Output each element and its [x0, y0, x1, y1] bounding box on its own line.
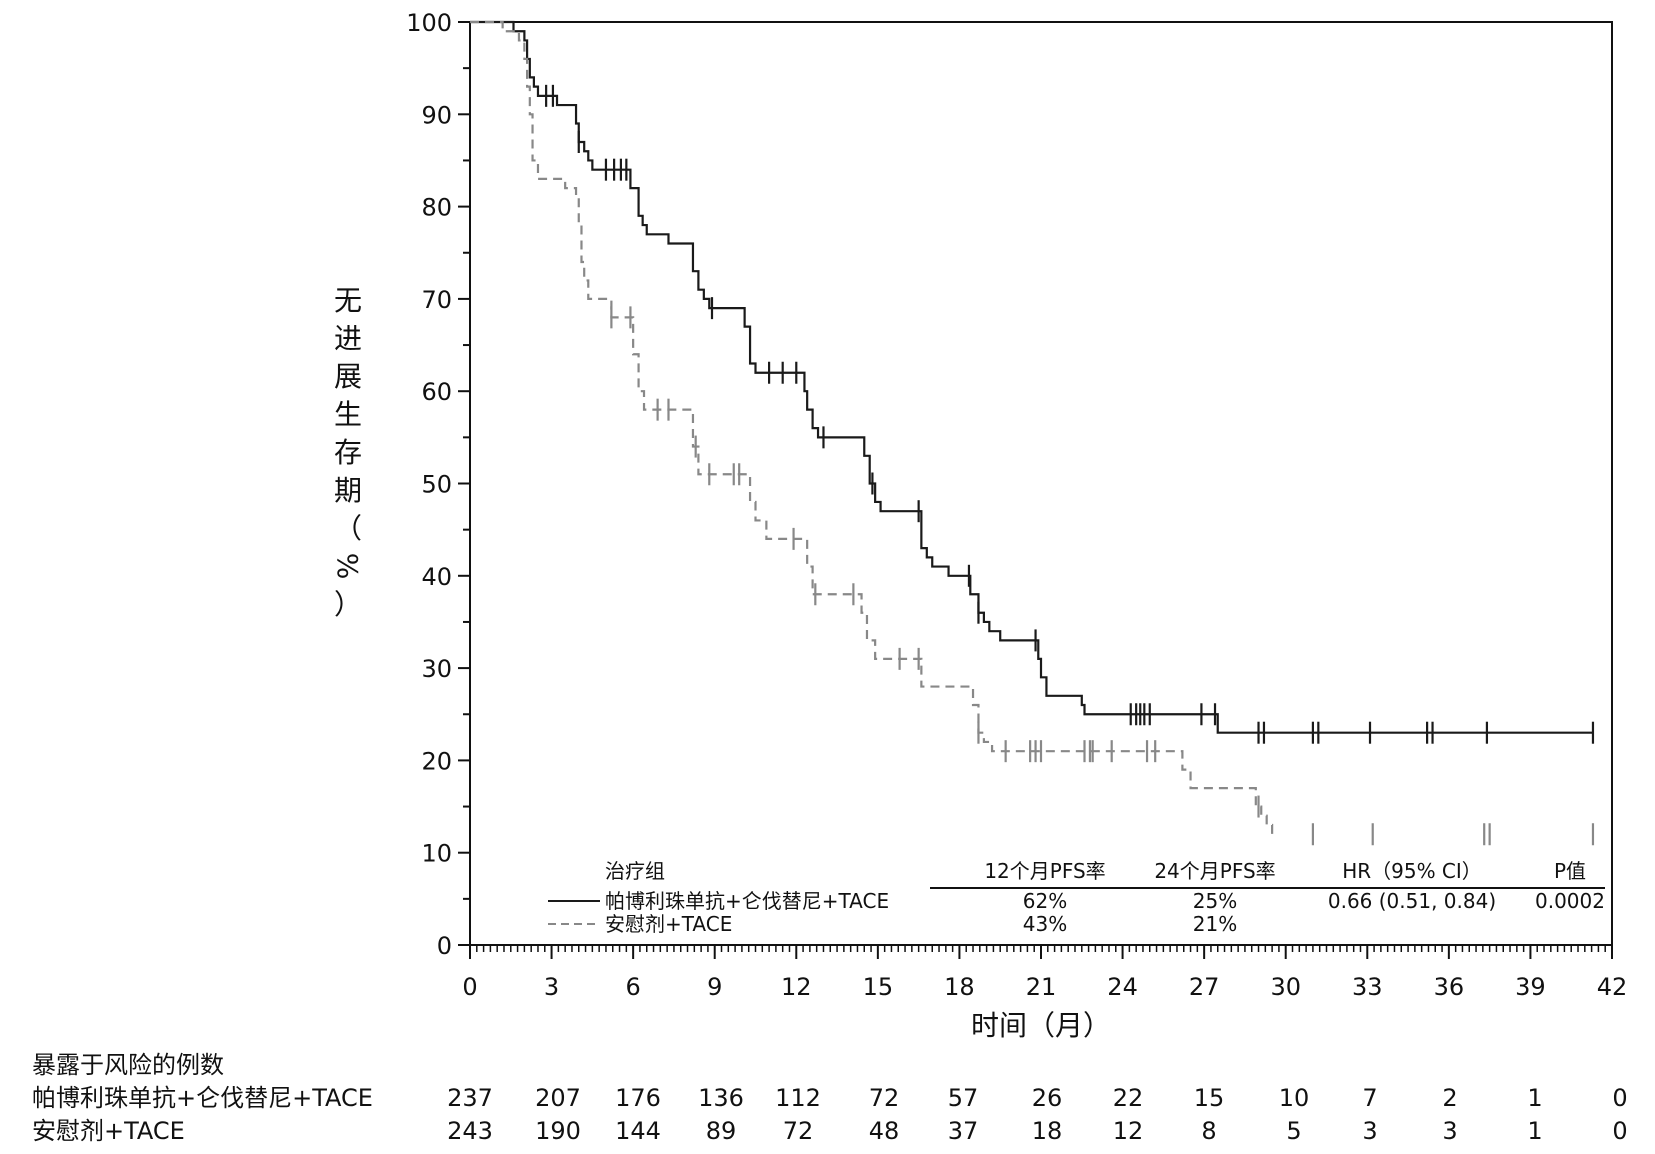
legend-col-header: 12个月PFS率	[984, 859, 1105, 883]
legend-row-value: 21%	[1193, 912, 1237, 936]
y-tick-label: 20	[421, 747, 452, 775]
x-tick-label: 12	[781, 973, 812, 1001]
x-tick-label: 15	[863, 973, 894, 1001]
y-tick-label: 90	[421, 101, 452, 129]
y-axis-label-char: 期	[334, 474, 362, 507]
risk-count: 144	[615, 1117, 661, 1145]
risk-row-label: 帕博利珠单抗+仑伐替尼+TACE	[32, 1084, 373, 1112]
legend-row-name: 安慰剂+TACE	[605, 912, 732, 936]
risk-count: 8	[1201, 1117, 1216, 1145]
y-tick-label: 70	[421, 286, 452, 314]
x-axis-label: 时间（月）	[971, 1009, 1111, 1042]
y-tick-label: 0	[437, 932, 452, 960]
legend-row-value: 62%	[1023, 889, 1067, 913]
risk-count: 1	[1527, 1084, 1542, 1112]
risk-count: 237	[447, 1084, 493, 1112]
risk-count: 12	[1113, 1117, 1144, 1145]
y-axis-label-char: 生	[334, 398, 362, 431]
y-axis-label-char: 无	[334, 284, 362, 317]
y-axis-label-char: 展	[334, 360, 362, 393]
x-tick-label: 42	[1597, 973, 1628, 1001]
risk-count: 190	[535, 1117, 581, 1145]
y-tick-label: 60	[421, 378, 452, 406]
legend-col-header: 24个月PFS率	[1154, 859, 1275, 883]
legend-row-value: 25%	[1193, 889, 1237, 913]
risk-count: 176	[615, 1084, 661, 1112]
risk-count: 26	[1032, 1084, 1063, 1112]
x-tick-label: 9	[707, 973, 722, 1001]
risk-count: 15	[1194, 1084, 1225, 1112]
x-tick-label: 39	[1515, 973, 1546, 1001]
x-tick-label: 0	[462, 973, 477, 1001]
series-line-0	[470, 20, 1593, 734]
series-line-1	[470, 20, 1274, 835]
y-axis-label-char: ）	[334, 588, 362, 621]
x-tick-label: 27	[1189, 973, 1220, 1001]
risk-count: 3	[1442, 1117, 1457, 1145]
risk-row-label: 安慰剂+TACE	[32, 1117, 185, 1145]
x-tick-label: 21	[1026, 973, 1057, 1001]
risk-count: 22	[1113, 1084, 1144, 1112]
risk-count: 72	[783, 1117, 814, 1145]
legend-row-value: 43%	[1023, 912, 1067, 936]
risk-count: 207	[535, 1084, 581, 1112]
risk-count: 136	[698, 1084, 744, 1112]
x-tick-label: 24	[1107, 973, 1138, 1001]
legend-group-header: 治疗组	[605, 859, 665, 883]
x-tick-label: 30	[1270, 973, 1301, 1001]
x-tick-label: 3	[544, 973, 559, 1001]
risk-count: 3	[1362, 1117, 1377, 1145]
legend-table: 治疗组 12个月PFS率 24个月PFS率 HR（95% CI） P值帕博利珠单抗+仑伐…	[548, 859, 1605, 936]
x-tick-label: 18	[944, 973, 975, 1001]
risk-count: 89	[706, 1117, 737, 1145]
legend-row-name: 帕博利珠单抗+仑伐替尼+TACE	[605, 889, 889, 913]
y-tick-label: 30	[421, 655, 452, 683]
risk-count: 10	[1279, 1084, 1310, 1112]
risk-count: 0	[1612, 1117, 1627, 1145]
risk-count: 2	[1442, 1084, 1457, 1112]
risk-count: 18	[1032, 1117, 1063, 1145]
y-axis-label-char: 存	[334, 436, 362, 469]
legend-row-value: 0.0002	[1535, 889, 1605, 913]
risk-table-title: 暴露于风险的例数	[32, 1051, 224, 1079]
risk-count: 37	[948, 1117, 979, 1145]
risk-count: 57	[948, 1084, 979, 1112]
legend-col-header: P值	[1554, 859, 1586, 883]
risk-count: 112	[775, 1084, 821, 1112]
x-tick-label: 33	[1352, 973, 1383, 1001]
y-tick-label: 40	[421, 563, 452, 591]
legend-col-header: HR（95% CI）	[1342, 859, 1482, 883]
risk-count: 48	[869, 1117, 900, 1145]
x-tick-label: 6	[626, 973, 641, 1001]
y-tick-label: 10	[421, 840, 452, 868]
risk-count: 0	[1612, 1084, 1627, 1112]
y-tick-label: 80	[421, 194, 452, 222]
y-tick-label: 100	[406, 9, 452, 37]
y-axis-label-char: 进	[334, 322, 362, 355]
plot-frame	[469, 21, 1613, 946]
series-layer	[470, 20, 1595, 846]
y-tick-label: 50	[421, 471, 452, 499]
risk-count: 1	[1527, 1117, 1542, 1145]
y-axis-label-char: %	[331, 553, 364, 580]
x-tick-label: 36	[1434, 973, 1465, 1001]
risk-count: 5	[1286, 1117, 1301, 1145]
risk-count: 72	[869, 1084, 900, 1112]
y-axis-label-char: （	[334, 512, 362, 545]
risk-count: 7	[1362, 1084, 1377, 1112]
risk-count: 243	[447, 1117, 493, 1145]
legend-row-value: 0.66 (0.51, 0.84)	[1328, 889, 1496, 913]
